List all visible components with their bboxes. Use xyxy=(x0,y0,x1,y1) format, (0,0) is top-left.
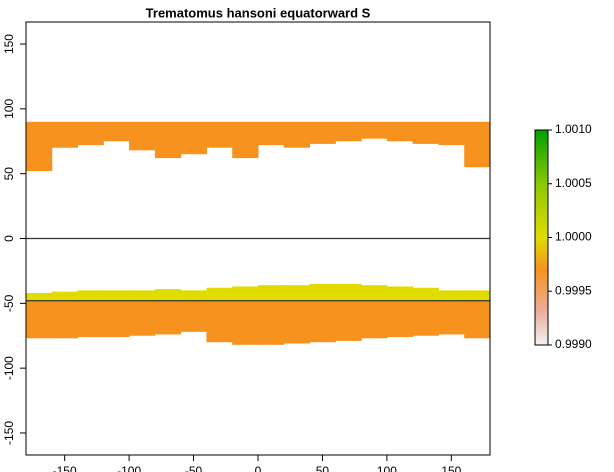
raster-cell xyxy=(77,300,104,338)
raster-cell xyxy=(309,121,336,144)
raster-cell xyxy=(412,287,439,301)
raster-cell xyxy=(77,121,104,146)
raster-cell xyxy=(129,121,156,151)
raster-cell xyxy=(51,291,79,301)
x-tick-label: -150 xyxy=(53,464,77,472)
x-tick-label: -50 xyxy=(185,464,203,472)
raster-cell xyxy=(206,300,233,343)
raster-cell xyxy=(154,121,182,159)
raster-cell xyxy=(386,300,414,338)
chart-title: Trematomus hansoni equatorward S xyxy=(146,5,371,20)
raster-cell xyxy=(103,121,130,142)
x-tick-label: 0 xyxy=(255,464,262,472)
raster-cell xyxy=(309,300,336,343)
x-tick-label: 150 xyxy=(441,464,461,472)
raster-cell xyxy=(464,121,491,168)
raster-cell xyxy=(412,121,439,144)
raster-cell xyxy=(180,121,207,155)
raster-cell xyxy=(77,290,104,301)
raster-cell xyxy=(154,289,182,301)
raster-cell xyxy=(206,287,233,301)
raster-cell xyxy=(232,300,259,345)
raster-cell xyxy=(438,290,465,301)
raster-cell xyxy=(206,121,233,148)
y-tick-label: -100 xyxy=(2,356,16,380)
legend-tick-label: 1.0005 xyxy=(555,176,592,190)
raster-cell xyxy=(438,121,465,146)
raster-cell xyxy=(26,121,53,172)
raster-cell xyxy=(232,121,259,159)
raster-cell xyxy=(129,290,156,301)
raster-cell xyxy=(335,283,362,301)
y-tick-label: -50 xyxy=(2,294,16,312)
y-tick-label: -150 xyxy=(2,421,16,445)
raster-cell xyxy=(26,300,53,339)
raster-cell xyxy=(103,290,130,301)
raster-cell xyxy=(283,285,311,301)
legend-tick-label: 1.0010 xyxy=(555,122,592,136)
raster-cell xyxy=(412,300,439,336)
raster-cell xyxy=(361,300,388,339)
raster-cell xyxy=(258,300,285,345)
raster-cell xyxy=(180,300,207,332)
raster-cell xyxy=(258,285,285,301)
raster-cell xyxy=(26,292,53,301)
raster-cell xyxy=(438,300,465,335)
x-tick-label: 50 xyxy=(316,464,330,472)
raster-cell xyxy=(103,300,130,338)
legend-tick-label: 0.9995 xyxy=(555,283,592,297)
raster-cell xyxy=(258,121,285,146)
raster-cell xyxy=(335,121,362,142)
raster-cell xyxy=(464,290,491,301)
raster-cell xyxy=(361,121,388,139)
raster-cell xyxy=(283,121,311,148)
legend-tick-label: 0.9990 xyxy=(555,337,592,351)
legend-tick-label: 1.0000 xyxy=(555,230,592,244)
y-tick-label: 0 xyxy=(2,235,16,242)
y-tick-label: 100 xyxy=(2,99,16,119)
raster-cell xyxy=(51,300,79,339)
raster-cell xyxy=(154,300,182,335)
raster-cell xyxy=(232,286,259,301)
raster-cell xyxy=(51,121,79,148)
raster-cell xyxy=(309,283,336,301)
raster-cell xyxy=(464,300,491,339)
raster-cell xyxy=(180,290,207,301)
y-tick-label: 150 xyxy=(2,34,16,54)
raster-cell xyxy=(335,300,362,341)
y-tick-label: 50 xyxy=(2,167,16,181)
raster-cell xyxy=(283,300,311,344)
raster-cell xyxy=(386,286,414,301)
raster-cell xyxy=(361,285,388,301)
raster-cell xyxy=(129,300,156,336)
x-tick-label: 100 xyxy=(377,464,397,472)
raster-cell xyxy=(386,121,414,142)
color-bar xyxy=(534,129,549,346)
x-tick-label: -100 xyxy=(117,464,141,472)
